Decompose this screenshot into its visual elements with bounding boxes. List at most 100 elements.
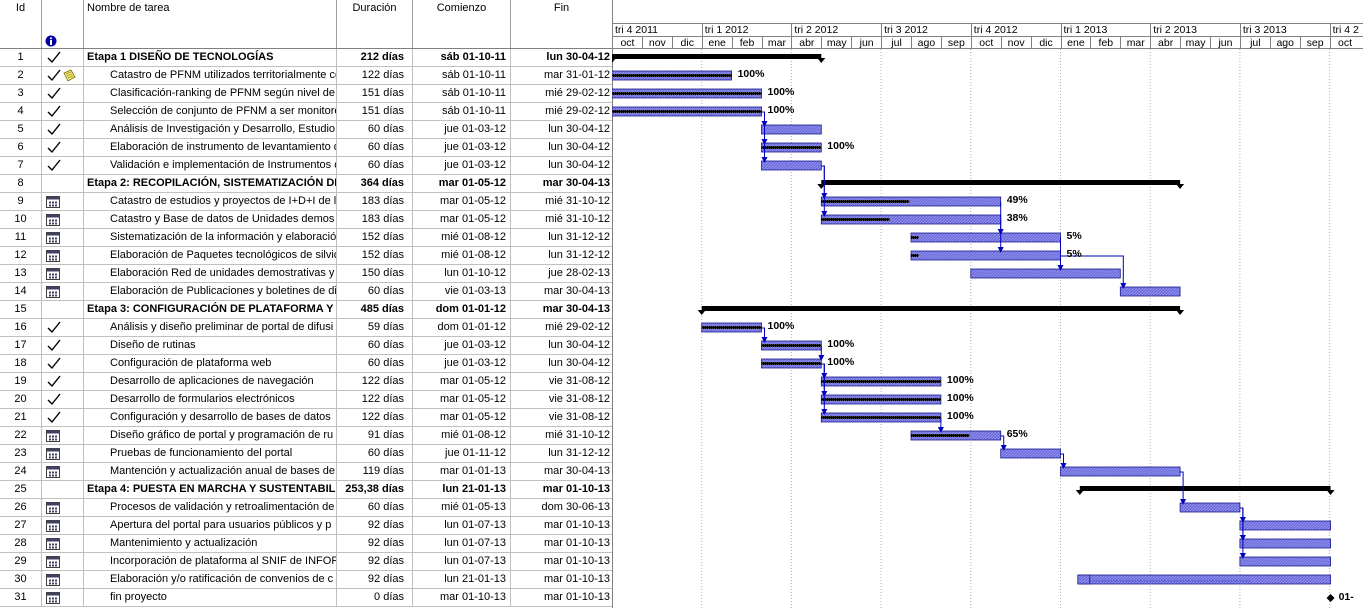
task-start[interactable]: lun 01-10-12 — [413, 265, 511, 282]
task-row[interactable]: 11 Sistematización de la información y el… — [0, 229, 612, 247]
task-name[interactable]: Diseño gráfico de portal y programación … — [84, 427, 337, 444]
task-duration[interactable]: 60 días — [337, 283, 413, 300]
task-start[interactable]: lun 01-07-13 — [413, 517, 511, 534]
task-name[interactable]: Elaboración y/o ratificación de convenio… — [84, 571, 337, 588]
task-duration[interactable]: 92 días — [337, 517, 413, 534]
task-duration[interactable]: 92 días — [337, 553, 413, 570]
task-end[interactable]: lun 31-12-12 — [548, 231, 610, 243]
task-row[interactable]: 2 Catastro de PFNM utilizados territorial… — [0, 67, 612, 85]
task-duration[interactable]: 150 días — [337, 265, 413, 282]
task-end[interactable]: mar 01-10-13 — [543, 537, 610, 549]
task-duration[interactable]: 152 días — [337, 229, 413, 246]
task-name[interactable]: Configuración de plataforma web — [84, 355, 337, 372]
task-row[interactable]: 9 Catastro de estudios y proyectos de I+D… — [0, 193, 612, 211]
task-start[interactable]: mar 01-05-12 — [413, 175, 511, 192]
task-row[interactable]: 5 Análisis de Investigación y Desarrollo,… — [0, 121, 612, 139]
task-start[interactable]: mar 01-05-12 — [413, 373, 511, 390]
task-duration[interactable]: 183 días — [337, 211, 413, 228]
task-row[interactable]: 15 Etapa 3: CONFIGURACIÓN DE PLATAFORMA Y… — [0, 301, 612, 319]
task-end[interactable]: mar 30-04-13 — [543, 285, 610, 297]
task-name[interactable]: Elaboración de Publicaciones y boletines… — [84, 283, 337, 300]
task-end[interactable]: mié 29-02-12 — [545, 87, 610, 99]
task-duration[interactable]: 59 días — [337, 319, 413, 336]
task-row[interactable]: 29 Incorporación de plataforma al SNIF de… — [0, 553, 612, 571]
task-row[interactable]: 7 Validación e implementación de Instrume… — [0, 157, 612, 175]
task-row[interactable]: 24 Mantención y actualización anual de ba… — [0, 463, 612, 481]
task-name[interactable]: Catastro de estudios y proyectos de I+D+… — [84, 193, 337, 210]
task-start[interactable]: sáb 01-10-11 — [413, 103, 511, 120]
task-end[interactable]: mar 30-04-13 — [543, 465, 610, 477]
task-name[interactable]: Incorporación de plataforma al SNIF de I… — [84, 553, 337, 570]
task-duration[interactable]: 60 días — [337, 337, 413, 354]
task-end[interactable]: mar 01-10-13 — [542, 483, 610, 495]
task-start[interactable]: lun 21-01-13 — [413, 481, 511, 498]
task-end[interactable]: vie 31-08-12 — [548, 375, 610, 387]
task-row[interactable]: 25 Etapa 4: PUESTA EN MARCHA Y SUSTENTABI… — [0, 481, 612, 499]
task-start[interactable]: sáb 01-10-11 — [413, 85, 511, 102]
task-name[interactable]: fin proyecto — [84, 589, 337, 606]
header-indicators[interactable] — [42, 0, 84, 48]
task-row[interactable]: 20 Desarrollo de formularios electrónicos… — [0, 391, 612, 409]
task-row[interactable]: 22 Diseño gráfico de portal y programació… — [0, 427, 612, 445]
task-end[interactable]: vie 31-08-12 — [548, 393, 610, 405]
task-row[interactable]: 18 Configuración de plataforma web 60 días… — [0, 355, 612, 373]
task-name[interactable]: Etapa 1 DISEÑO DE TECNOLOGÍAS — [84, 49, 337, 66]
task-start[interactable]: jue 01-03-12 — [413, 139, 511, 156]
task-start[interactable]: lun 21-01-13 — [413, 571, 511, 588]
task-end[interactable]: mar 31-01-12 — [543, 69, 610, 81]
task-start[interactable]: sáb 01-10-11 — [413, 49, 511, 66]
task-end[interactable]: lun 30-04-12 — [548, 159, 610, 171]
header-start[interactable]: Comienzo — [413, 0, 511, 48]
task-end[interactable]: dom 30-06-13 — [541, 501, 611, 513]
task-end[interactable]: vie 31-08-12 — [548, 411, 610, 423]
task-end[interactable]: mar 01-10-13 — [543, 573, 610, 585]
task-start[interactable]: sáb 01-10-11 — [413, 67, 511, 84]
task-end[interactable]: jue 28-02-13 — [548, 267, 610, 279]
task-start[interactable]: mié 01-08-12 — [413, 247, 511, 264]
task-name[interactable]: Análisis y diseño preliminar de portal d… — [84, 319, 337, 336]
task-duration[interactable]: 60 días — [337, 157, 413, 174]
task-start[interactable]: mié 01-08-12 — [413, 229, 511, 246]
task-name[interactable]: Etapa 3: CONFIGURACIÓN DE PLATAFORMA Y E — [84, 301, 337, 318]
task-end[interactable]: lun 30-04-12 — [548, 141, 610, 153]
task-end[interactable]: mar 01-10-13 — [543, 555, 610, 567]
task-name[interactable]: Elaboración Red de unidades demostrativa… — [84, 265, 337, 282]
note-icon[interactable] — [62, 69, 78, 82]
task-name[interactable]: Catastro y Base de datos de Unidades dem… — [84, 211, 337, 228]
task-name[interactable]: Validación e implementación de Instrumen… — [84, 157, 337, 174]
task-duration[interactable]: 253,38 días — [337, 481, 413, 498]
task-row[interactable]: 13 Elaboración Red de unidades demostrati… — [0, 265, 612, 283]
task-row[interactable]: 23 Pruebas de funcionamiento del portal 60… — [0, 445, 612, 463]
task-row[interactable]: 28 Mantenimiento y actualización 92 días lu… — [0, 535, 612, 553]
task-name[interactable]: Mantención y actualización anual de base… — [84, 463, 337, 480]
task-row[interactable]: 21 Configuración y desarrollo de bases de… — [0, 409, 612, 427]
task-end[interactable]: lun 31-12-12 — [548, 249, 610, 261]
task-duration[interactable]: 212 días — [337, 49, 413, 66]
task-row[interactable]: 12 Elaboración de Paquetes tecnológicos d… — [0, 247, 612, 265]
task-row[interactable]: 26 Procesos de validación y retroalimenta… — [0, 499, 612, 517]
task-end[interactable]: mar 01-10-13 — [543, 591, 610, 603]
task-duration[interactable]: 151 días — [337, 103, 413, 120]
header-id[interactable]: Id — [0, 0, 42, 48]
task-end[interactable]: lun 30-04-12 — [546, 51, 610, 63]
header-duration[interactable]: Duración — [337, 0, 413, 48]
task-duration[interactable]: 60 días — [337, 139, 413, 156]
task-row[interactable]: 1 Etapa 1 DISEÑO DE TECNOLOGÍAS 212 días sá… — [0, 49, 612, 67]
task-duration[interactable]: 183 días — [337, 193, 413, 210]
header-task-name[interactable]: Nombre de tarea — [84, 0, 337, 48]
task-duration[interactable]: 122 días — [337, 373, 413, 390]
task-name[interactable]: Elaboración de instrumento de levantamie… — [84, 139, 337, 156]
gantt-chart[interactable]: tri 4 2011 tri 1 2012 tri 2 2012 tri 3 2012… — [612, 0, 1363, 608]
task-start[interactable]: jue 01-03-12 — [413, 355, 511, 372]
task-row[interactable]: 6 Elaboración de instrumento de levantami… — [0, 139, 612, 157]
task-start[interactable]: jue 01-03-12 — [413, 121, 511, 138]
task-start[interactable]: mar 01-05-12 — [413, 211, 511, 228]
task-row[interactable]: 17 Diseño de rutinas 60 días jue 01-03-12 lu… — [0, 337, 612, 355]
task-name[interactable]: Mantenimiento y actualización — [84, 535, 337, 552]
task-duration[interactable]: 60 días — [337, 355, 413, 372]
task-name[interactable]: Sistematización de la información y elab… — [84, 229, 337, 246]
task-duration[interactable]: 92 días — [337, 571, 413, 588]
task-start[interactable]: mié 01-05-13 — [413, 499, 511, 516]
task-end[interactable]: mié 29-02-12 — [545, 321, 610, 333]
task-start[interactable]: dom 01-01-12 — [413, 301, 511, 318]
